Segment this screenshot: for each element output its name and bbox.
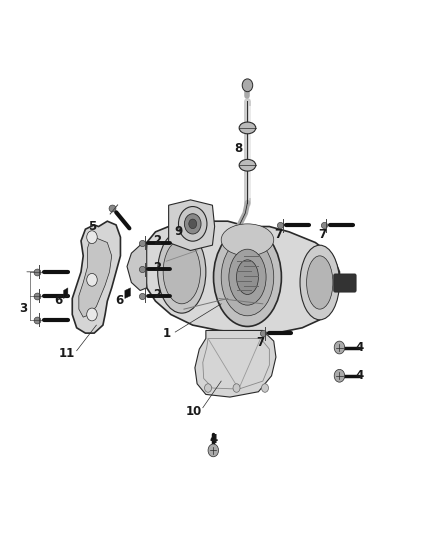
Circle shape	[242, 79, 253, 92]
Text: 7: 7	[318, 228, 326, 241]
Text: 11: 11	[59, 347, 75, 360]
Polygon shape	[169, 200, 215, 251]
Polygon shape	[79, 237, 112, 317]
Text: 2: 2	[154, 288, 162, 301]
Polygon shape	[195, 330, 276, 397]
Circle shape	[334, 341, 345, 354]
Ellipse shape	[184, 214, 201, 234]
Text: 7: 7	[274, 228, 282, 241]
Text: 6: 6	[54, 294, 62, 306]
Text: 7: 7	[257, 336, 265, 349]
Ellipse shape	[221, 224, 274, 256]
Ellipse shape	[237, 260, 258, 294]
Circle shape	[87, 308, 97, 321]
FancyBboxPatch shape	[334, 274, 356, 292]
Text: 2: 2	[154, 235, 162, 247]
Text: 4: 4	[356, 369, 364, 382]
Text: 2: 2	[154, 261, 162, 274]
Ellipse shape	[189, 219, 197, 229]
Ellipse shape	[221, 239, 274, 316]
Text: 3: 3	[19, 302, 27, 314]
Ellipse shape	[158, 230, 206, 313]
Ellipse shape	[300, 245, 339, 320]
Ellipse shape	[307, 256, 333, 309]
Text: 4: 4	[209, 433, 217, 446]
Text: 9: 9	[174, 225, 182, 238]
Text: 10: 10	[186, 405, 202, 418]
Polygon shape	[127, 243, 147, 290]
Ellipse shape	[213, 228, 281, 326]
Text: 5: 5	[88, 220, 96, 233]
Circle shape	[205, 384, 212, 392]
Text: 1: 1	[162, 327, 170, 340]
Text: 4: 4	[356, 341, 364, 354]
Circle shape	[87, 231, 97, 244]
Text: 6: 6	[116, 294, 124, 306]
Polygon shape	[145, 221, 339, 333]
Ellipse shape	[239, 122, 256, 134]
Ellipse shape	[163, 240, 200, 304]
Circle shape	[261, 384, 268, 392]
Circle shape	[87, 273, 97, 286]
Ellipse shape	[239, 159, 256, 171]
Text: 8: 8	[235, 142, 243, 155]
Circle shape	[233, 384, 240, 392]
Ellipse shape	[229, 249, 266, 305]
Polygon shape	[125, 288, 131, 298]
Ellipse shape	[178, 207, 207, 241]
Polygon shape	[64, 288, 68, 298]
Circle shape	[334, 369, 345, 382]
Polygon shape	[72, 221, 120, 333]
Circle shape	[208, 444, 219, 457]
